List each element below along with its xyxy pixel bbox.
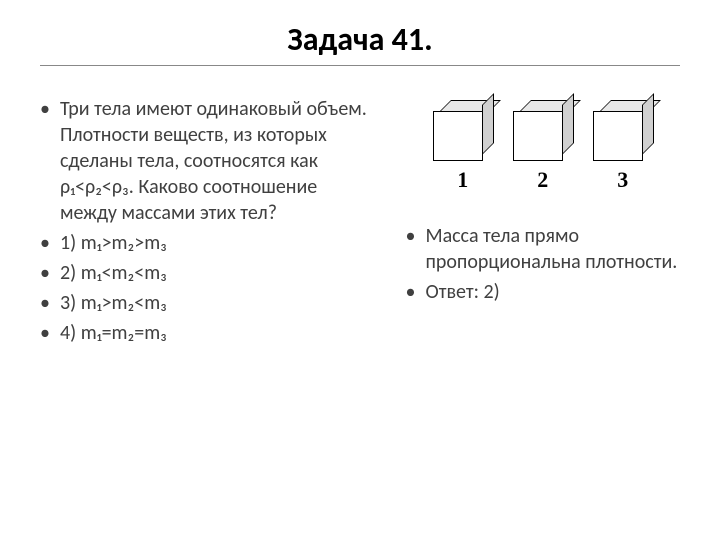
statement-text: Три тела имеют одинаковый объем. Плотнос… <box>60 96 376 226</box>
option-4-text: 4) m₁=m₂=m₃ <box>60 320 376 346</box>
cube-shape-3 <box>593 101 653 161</box>
option-4: • 4) m₁=m₂=m₃ <box>40 320 376 346</box>
problem-title: Задача 41. <box>40 20 680 66</box>
solution-answer: • Ответ: 2) <box>406 279 681 305</box>
problem-statement: • Три тела имеют одинаковый объем. Плотн… <box>40 96 376 226</box>
left-column: • Три тела имеют одинаковый объем. Плотн… <box>40 96 376 350</box>
bullet-icon: • <box>406 223 416 275</box>
option-1: • 1) m₁>m₂>m₃ <box>40 230 376 256</box>
cube-2-label: 2 <box>537 167 548 193</box>
cubes-diagram: 1 2 3 <box>406 101 681 193</box>
content-area: • Три тела имеют одинаковый объем. Плотн… <box>40 96 680 350</box>
bullet-icon: • <box>40 260 50 286</box>
bullet-icon: • <box>40 290 50 316</box>
right-column: 1 2 3 • Масса тела прямо <box>406 96 681 350</box>
option-3: • 3) m₁>m₂<m₃ <box>40 290 376 316</box>
bullet-icon: • <box>40 230 50 256</box>
cube-1: 1 <box>433 101 493 193</box>
bullet-icon: • <box>40 320 50 346</box>
option-2: • 2) m₁<m₂<m₃ <box>40 260 376 286</box>
explanation-text: Масса тела прямо пропорциональна плотнос… <box>425 223 680 275</box>
solution-explanation: • Масса тела прямо пропорциональна плотн… <box>406 223 681 275</box>
option-3-text: 3) m₁>m₂<m₃ <box>60 290 376 316</box>
bullet-icon: • <box>40 96 50 226</box>
cube-3-label: 3 <box>617 167 628 193</box>
cube-shape-2 <box>513 101 573 161</box>
cube-3: 3 <box>593 101 653 193</box>
option-2-text: 2) m₁<m₂<m₃ <box>60 260 376 286</box>
option-1-text: 1) m₁>m₂>m₃ <box>60 230 376 256</box>
answer-text: Ответ: 2) <box>425 279 680 305</box>
cube-shape-1 <box>433 101 493 161</box>
bullet-icon: • <box>406 279 416 305</box>
cube-1-label: 1 <box>457 167 468 193</box>
cube-2: 2 <box>513 101 573 193</box>
